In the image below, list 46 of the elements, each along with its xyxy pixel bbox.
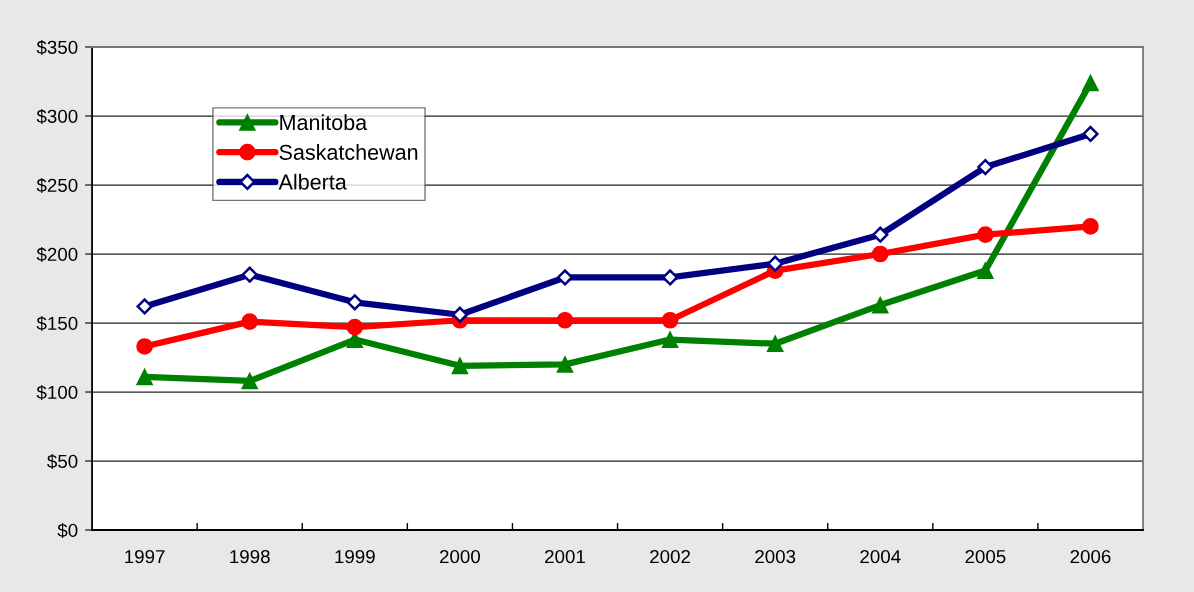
point bbox=[977, 262, 994, 279]
point bbox=[977, 158, 994, 176]
x-tick-label: 2002 bbox=[650, 549, 690, 564]
point bbox=[556, 311, 574, 329]
x-tick-label: 2000 bbox=[439, 549, 481, 564]
point bbox=[136, 338, 153, 355]
y-tick-label: $250 bbox=[36, 177, 78, 194]
point bbox=[241, 372, 259, 390]
point bbox=[346, 318, 364, 336]
legend-label: Manitoba bbox=[280, 114, 368, 131]
x-tick-label: 1997 bbox=[125, 549, 165, 564]
x-tick-label: 2006 bbox=[1070, 549, 1111, 564]
legend-label: Saskatchewan bbox=[279, 144, 418, 160]
point bbox=[872, 226, 889, 243]
x-tick-label: 2001 bbox=[545, 549, 585, 564]
point bbox=[241, 313, 259, 330]
x-tick-label: 1998 bbox=[230, 549, 270, 564]
y-tick-label: $300 bbox=[36, 108, 78, 125]
point bbox=[556, 356, 574, 373]
point bbox=[767, 255, 784, 272]
x-tick-label: 2003 bbox=[755, 549, 796, 564]
y-tick-label: $100 bbox=[36, 384, 78, 401]
point bbox=[766, 335, 784, 353]
point bbox=[661, 311, 679, 329]
point bbox=[241, 266, 258, 283]
point bbox=[136, 298, 153, 315]
point bbox=[1082, 125, 1099, 143]
point bbox=[451, 357, 469, 375]
y-tick-label: $150 bbox=[36, 315, 78, 332]
point bbox=[1082, 74, 1099, 92]
point bbox=[136, 368, 153, 386]
point bbox=[871, 296, 889, 314]
y-tick-label: $50 bbox=[47, 453, 78, 470]
x-tick-label: 1999 bbox=[335, 549, 375, 564]
x-tick-label: 2004 bbox=[860, 549, 901, 564]
point bbox=[871, 245, 889, 263]
legend-label: Alberta bbox=[278, 173, 347, 190]
point bbox=[661, 331, 679, 348]
point bbox=[346, 294, 363, 311]
x-tick-label: 2005 bbox=[965, 549, 1006, 564]
point bbox=[1082, 218, 1099, 235]
point bbox=[451, 306, 469, 323]
y-tick-label: $350 bbox=[36, 39, 78, 56]
y-tick-label: $200 bbox=[36, 246, 78, 263]
point bbox=[977, 226, 994, 244]
y-tick-label: $0 bbox=[57, 522, 78, 539]
